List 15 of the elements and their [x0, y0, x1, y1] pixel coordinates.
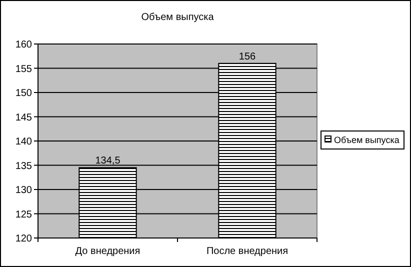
y-tick-label: 130 — [15, 185, 32, 196]
legend-label: Объем выпуска — [334, 135, 400, 145]
y-tick-label: 125 — [15, 209, 32, 220]
x-tick-label: После внедрения — [206, 246, 288, 257]
y-tick-label: 160 — [15, 40, 32, 50]
y-tick-label: 120 — [15, 234, 32, 244]
y-tick-label: 145 — [15, 112, 32, 124]
y-tick-label: 140 — [15, 136, 32, 148]
data-label: 156 — [238, 51, 256, 62]
y-tick-label: 135 — [15, 160, 32, 172]
chart-title: Объем выпуска — [141, 12, 214, 23]
y-tick-label: 155 — [15, 64, 32, 75]
x-tick-label: До внедрения — [75, 246, 140, 257]
data-label: 134,5 — [95, 156, 121, 167]
y-tick-label: 150 — [15, 88, 32, 99]
